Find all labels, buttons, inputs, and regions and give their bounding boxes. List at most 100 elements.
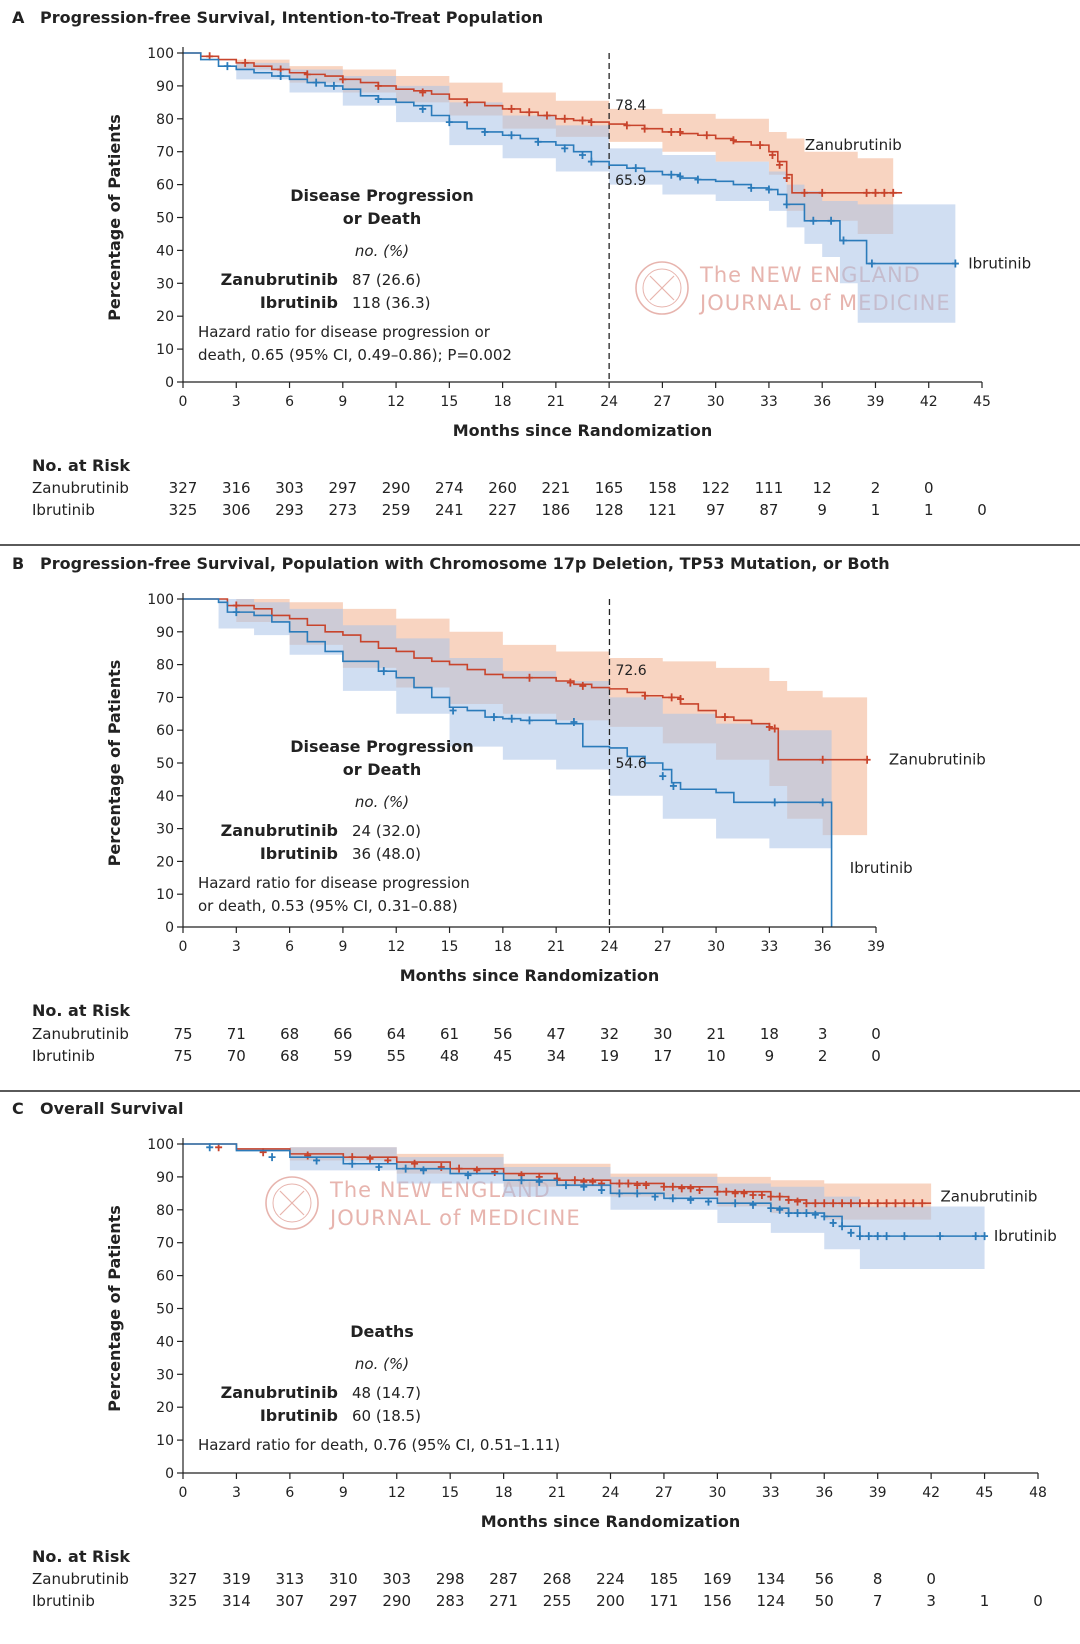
- risk-count: 290: [382, 479, 411, 497]
- stats-note-line1: Hazard ratio for disease progression: [198, 874, 470, 892]
- x-tick-label: 18: [495, 1485, 513, 1501]
- risk-count: 17: [653, 1047, 672, 1065]
- x-tick-label: 6: [285, 394, 294, 410]
- censor-mark-ibrutinib: [865, 1232, 873, 1241]
- watermark-seal-mark: [649, 275, 675, 301]
- risk-count: 327: [169, 1570, 198, 1588]
- stats-row-label: Ibrutinib: [260, 844, 338, 863]
- censor-mark-ibrutinib: [829, 1218, 837, 1227]
- series-end-label-ibrutinib: Ibrutinib: [968, 255, 1031, 273]
- risk-count: 111: [755, 479, 784, 497]
- risk-row-label: Ibrutinib: [32, 501, 95, 519]
- censor-mark-ibrutinib: [694, 175, 702, 184]
- km-curve-zanubrutinib: [183, 598, 868, 761]
- censor-mark-zanubrutinib: [863, 188, 871, 197]
- y-tick-label: 40: [156, 789, 174, 805]
- censor-mark-ibrutinib: [508, 714, 516, 723]
- risk-count: 3: [818, 1025, 828, 1043]
- panel-title: Progression-free Survival, Population wi…: [40, 554, 890, 573]
- x-tick-label: 27: [653, 394, 671, 410]
- stats-heading: Deaths: [350, 1322, 414, 1341]
- risk-count: 293: [275, 501, 304, 519]
- censor-mark-ibrutinib: [562, 1181, 570, 1190]
- risk-count: 32: [600, 1025, 619, 1043]
- censor-mark-zanubrutinib: [721, 713, 729, 722]
- x-tick-label: 15: [441, 1485, 459, 1501]
- risk-count: 34: [547, 1047, 566, 1065]
- risk-count: 124: [756, 1592, 785, 1610]
- y-tick-label: 0: [165, 375, 174, 391]
- risk-count: 2: [871, 479, 881, 497]
- censor-mark-zanubrutinib: [776, 160, 784, 169]
- y-tick-label: 0: [165, 1466, 174, 1482]
- risk-count: 319: [222, 1570, 251, 1588]
- censor-mark-zanubrutinib: [419, 88, 427, 97]
- x-tick-label: 30: [707, 394, 725, 410]
- x-tick-label: 30: [707, 939, 725, 955]
- censor-mark-ibrutinib: [838, 1222, 846, 1231]
- censor-mark-ibrutinib: [534, 137, 542, 146]
- x-axis-title: Months since Randomization: [481, 1512, 740, 1531]
- censor-mark-zanubrutinib: [241, 58, 249, 67]
- risk-count: 75: [173, 1025, 192, 1043]
- censor-mark-zanubrutinib: [771, 724, 779, 733]
- censor-mark-zanubrutinib: [765, 722, 773, 731]
- risk-table-title: No. at Risk: [32, 456, 130, 475]
- censor-mark-ibrutinib: [972, 1232, 980, 1241]
- value-annotation-ibrutinib: 54.6: [615, 756, 646, 772]
- censor-mark-zanubrutinib: [623, 121, 631, 130]
- risk-count: 0: [1033, 1592, 1043, 1610]
- risk-count: 325: [169, 501, 198, 519]
- risk-count: 10: [707, 1047, 726, 1065]
- y-tick-label: 20: [156, 1400, 174, 1416]
- censor-mark-zanubrutinib: [800, 188, 808, 197]
- stats-row-label: Zanubrutinib: [221, 1383, 338, 1402]
- censor-mark-zanubrutinib: [883, 1199, 891, 1208]
- y-tick-label: 30: [156, 1367, 174, 1383]
- y-axis-title: Percentage of Patients: [105, 1205, 124, 1412]
- censor-mark-ibrutinib: [633, 1189, 641, 1198]
- risk-count: 307: [276, 1592, 305, 1610]
- x-tick-label: 39: [867, 939, 885, 955]
- risk-count: 271: [489, 1592, 518, 1610]
- stats-heading: Disease Progression: [290, 186, 474, 205]
- risk-count: 316: [222, 479, 251, 497]
- censor-mark-ibrutinib: [348, 1159, 356, 1168]
- watermark-seal-icon-inner: [642, 268, 682, 308]
- risk-count: 87: [759, 501, 778, 519]
- risk-count: 303: [275, 479, 304, 497]
- risk-row-label: Ibrutinib: [32, 1592, 95, 1610]
- risk-count: 55: [387, 1047, 406, 1065]
- censor-mark-ibrutinib: [687, 1195, 695, 1204]
- x-tick-label: 24: [601, 939, 619, 955]
- y-tick-label: 70: [156, 690, 174, 706]
- risk-count: 1: [980, 1592, 990, 1610]
- risk-count: 8: [873, 1570, 883, 1588]
- censor-mark-ibrutinib: [809, 216, 817, 225]
- censor-mark-zanubrutinib: [874, 1199, 882, 1208]
- x-tick-label: 33: [762, 1485, 780, 1501]
- censor-mark-zanubrutinib: [811, 1199, 819, 1208]
- risk-count: 45: [493, 1047, 512, 1065]
- risk-count: 9: [765, 1047, 775, 1065]
- censor-mark-ibrutinib: [375, 1163, 383, 1172]
- y-tick-label: 10: [156, 1433, 174, 1449]
- risk-count: 121: [648, 501, 677, 519]
- risk-count: 30: [653, 1025, 672, 1043]
- censor-mark-zanubrutinib: [703, 131, 711, 140]
- stats-row-value: 60 (18.5): [352, 1407, 421, 1425]
- x-tick-label: 6: [285, 1485, 294, 1501]
- censor-mark-ibrutinib: [749, 1200, 757, 1209]
- censor-mark-zanubrutinib: [667, 127, 675, 136]
- censor-mark-zanubrutinib: [641, 124, 649, 133]
- risk-count: 313: [276, 1570, 305, 1588]
- risk-count: 255: [543, 1592, 572, 1610]
- censor-mark-zanubrutinib: [794, 1197, 802, 1206]
- censor-mark-zanubrutinib: [847, 1199, 855, 1208]
- censor-mark-ibrutinib: [785, 1209, 793, 1218]
- censor-mark-zanubrutinib: [909, 1199, 917, 1208]
- watermark-seal-icon-inner: [272, 1183, 312, 1223]
- censor-mark-zanubrutinib: [669, 1182, 677, 1191]
- censor-mark-zanubrutinib: [756, 141, 764, 150]
